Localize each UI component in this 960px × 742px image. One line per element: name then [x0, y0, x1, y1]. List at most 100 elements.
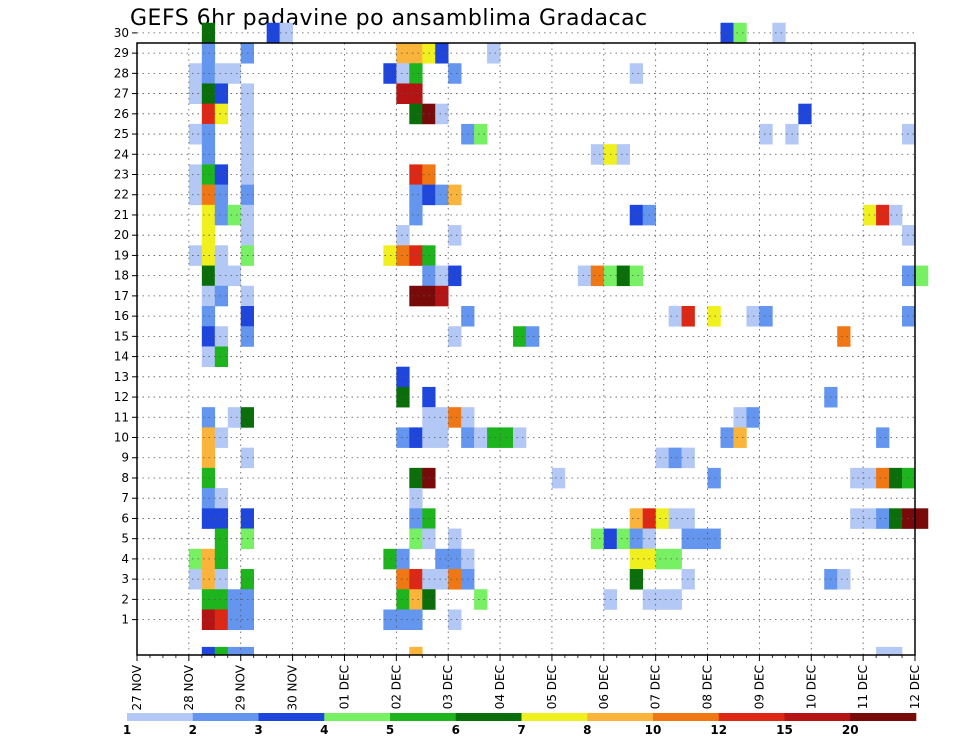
- y-tick-label: 16: [114, 309, 129, 323]
- heatmap-cell: [214, 103, 229, 125]
- heatmap-cell: [720, 22, 734, 44]
- heatmap-cell: [201, 22, 216, 44]
- colorbar-label: 10: [645, 723, 662, 737]
- heatmap-cell: [201, 609, 216, 631]
- y-tick-label: 15: [114, 329, 129, 343]
- heatmap-cell: [201, 204, 216, 226]
- colorbar-label: 5: [386, 723, 394, 737]
- heatmap-cell: [655, 508, 669, 529]
- heatmap-cell: [616, 528, 631, 550]
- heatmap-cell: [448, 407, 462, 428]
- heatmap-cell: [409, 589, 423, 610]
- y-tick-label: 13: [114, 370, 129, 384]
- heatmap-cell: [409, 103, 423, 125]
- heatmap-cell: [707, 306, 721, 327]
- heatmap-cell: [448, 184, 462, 206]
- colorbar-swatch: [324, 713, 391, 721]
- y-tick-label: 11: [114, 410, 129, 424]
- heatmap-cell: [876, 646, 890, 656]
- heatmap-cell: [201, 646, 216, 656]
- x-tick-label: 03 DEC: [441, 665, 455, 709]
- heatmap-cell: [409, 488, 423, 509]
- heatmap-cell: [396, 245, 410, 266]
- x-tick-label: 10 DEC: [804, 665, 818, 709]
- y-tick-label: 8: [121, 471, 129, 485]
- heatmap-cell: [876, 204, 890, 226]
- colorbar-swatch: [192, 713, 259, 721]
- heatmap-cell: [629, 528, 643, 550]
- y-tick-label: 14: [114, 350, 129, 364]
- y-tick-label: 2: [121, 592, 129, 606]
- heatmap-cell: [409, 508, 423, 529]
- colorbar: 1 2 3 4 5 6 7 8 10 12 15 20: [123, 713, 917, 737]
- heatmap-cell: [435, 427, 449, 448]
- heatmap-cell: [227, 265, 242, 287]
- heatmap-cell: [227, 63, 242, 84]
- heatmap-cell: [214, 589, 229, 610]
- heatmap-cell: [577, 265, 592, 287]
- heatmap-cell: [201, 548, 216, 570]
- heatmap-cell: [798, 103, 812, 125]
- heatmap-cell: [668, 447, 682, 469]
- heatmap-cell: [396, 63, 410, 84]
- heatmap-cell: [227, 589, 242, 610]
- y-tick-label: 3: [121, 572, 129, 586]
- heatmap-cell: [876, 427, 890, 448]
- heatmap-cell: [629, 204, 643, 226]
- heatmap-cell: [396, 366, 410, 388]
- heatmap-cell: [876, 467, 890, 489]
- heatmap-cell: [889, 467, 903, 489]
- x-tick-label: 02 DEC: [389, 665, 403, 709]
- heatmap-cell: [837, 326, 851, 347]
- y-tick-label: 7: [121, 491, 129, 505]
- heatmap-cell: [889, 646, 903, 656]
- colorbar-swatch: [521, 713, 588, 721]
- heatmap-cell: [214, 548, 229, 570]
- colorbar-label: 20: [842, 723, 859, 737]
- heatmap-cell: [201, 427, 216, 448]
- heatmap-cell: [188, 569, 203, 590]
- colorbar-swatch: [653, 713, 720, 721]
- heatmap-cell: [837, 569, 851, 590]
- heatmap-cell: [487, 427, 501, 448]
- heatmap-cell: [396, 548, 410, 570]
- y-tick-label: 24: [114, 147, 129, 161]
- colorbar-label: 2: [189, 723, 197, 737]
- heatmap-cell: [266, 22, 280, 44]
- y-tick-label: 22: [114, 188, 129, 202]
- y-tick-label: 1: [121, 613, 129, 627]
- heatmap-cell: [409, 245, 423, 266]
- heatmap-cell: [201, 569, 216, 590]
- heatmap-cell: [707, 467, 721, 489]
- heatmap-cell: [448, 63, 462, 84]
- heatmap-cell: [188, 548, 203, 570]
- x-tick-label: 11 DEC: [856, 665, 870, 709]
- heatmap-cell: [201, 346, 216, 367]
- heatmap-cell: [188, 123, 203, 145]
- heatmap-cell: [409, 646, 423, 656]
- heatmap-cell: [214, 245, 229, 266]
- heatmap-cell: [448, 225, 462, 246]
- y-tick-label: 4: [121, 552, 129, 566]
- heatmap-cell: [759, 123, 773, 145]
- heatmap-cell: [240, 646, 254, 656]
- y-tick-label: 30: [114, 26, 129, 40]
- colorbar-label: 4: [320, 723, 328, 737]
- x-tick-label: 12 DEC: [908, 665, 922, 709]
- heatmap-cell: [694, 528, 708, 550]
- colorbar-label: 1: [123, 723, 131, 737]
- chart-title: GEFS 6hr padavine po ansamblima Gradacac: [130, 6, 648, 31]
- heatmap-cell: [902, 123, 916, 145]
- heatmap-cell: [201, 245, 216, 266]
- heatmap-cell: [474, 589, 488, 610]
- heatmap-cell: [396, 83, 410, 104]
- heatmap-cell: [435, 285, 449, 307]
- heatmap-cell: [902, 306, 916, 327]
- heatmap-cell: [733, 22, 747, 44]
- heatmap-cell: [915, 508, 929, 529]
- heatmap-cell: [214, 488, 229, 509]
- heatmap-cell: [435, 184, 449, 206]
- colorbar-swatch: [850, 713, 917, 721]
- colorbar-swatch: [718, 713, 785, 721]
- heatmap-cell: [214, 326, 229, 347]
